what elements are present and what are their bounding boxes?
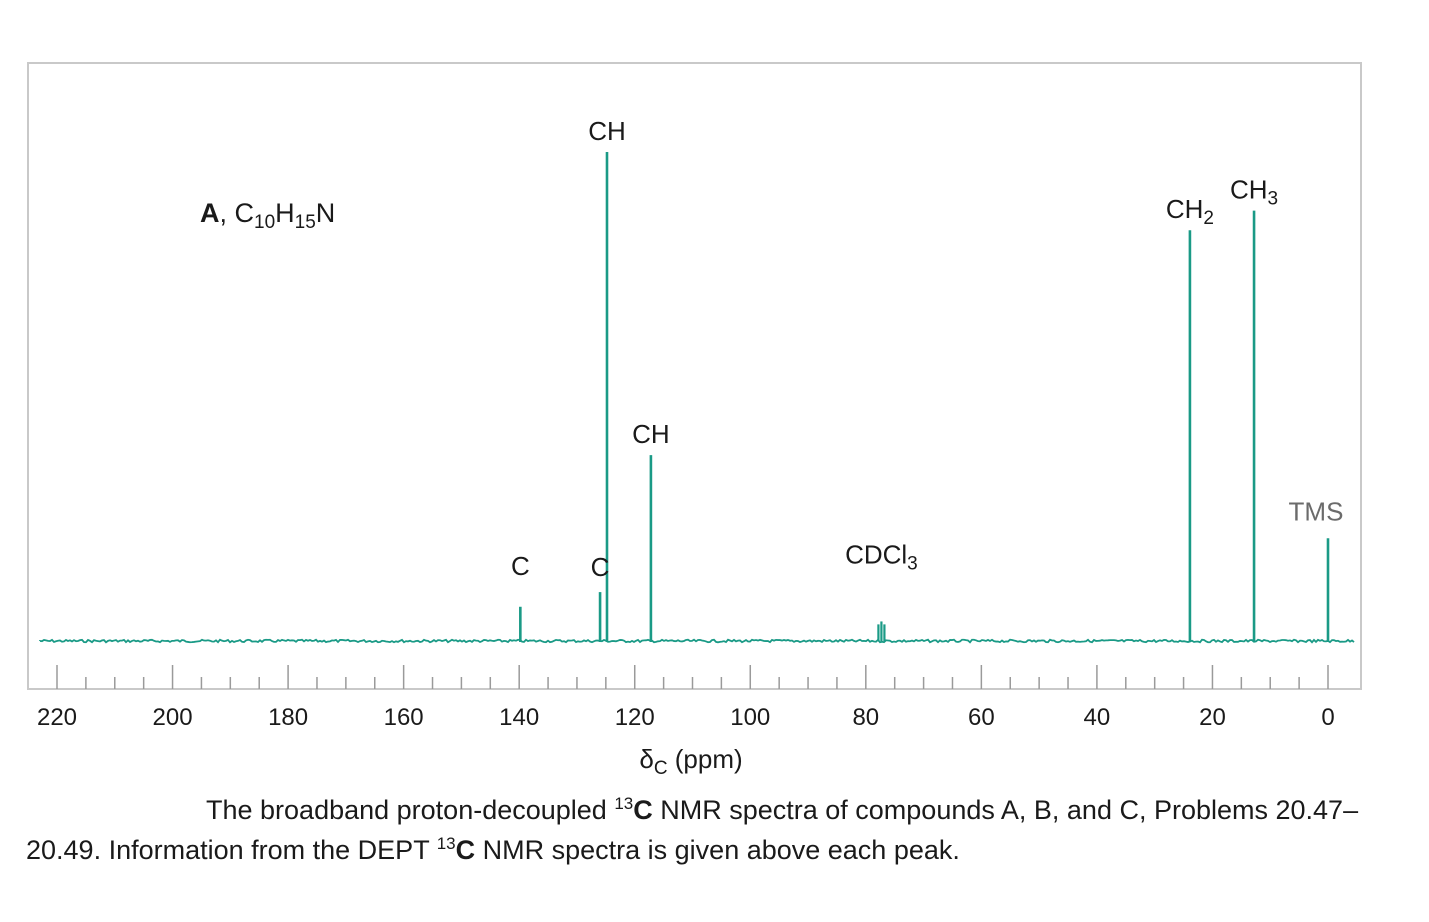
x-axis-ticks xyxy=(56,665,1329,689)
x-tick-label: 200 xyxy=(153,704,193,731)
x-tick-label: 140 xyxy=(499,704,539,731)
peak-label-7: TMS xyxy=(1289,496,1344,526)
figure-caption: The broadband proton-decoupled 13C NMR s… xyxy=(26,790,1371,870)
x-tick-label: 180 xyxy=(268,704,308,731)
peak-labels: C C CH CH CDCl3 CH2 CH3 TMS xyxy=(511,116,1343,582)
x-tick-label: 120 xyxy=(615,704,655,731)
caption-sup-2: 13 xyxy=(436,834,456,853)
x-tick-label: 100 xyxy=(730,704,770,731)
x-tick-label: 160 xyxy=(384,704,424,731)
spectrum-peaks xyxy=(519,152,1330,642)
peak-label-2: CH xyxy=(588,116,626,146)
peak-label-1: C xyxy=(591,552,610,582)
x-axis-tick-labels: 220 200 180 160 140 120 100 80 60 40 20 0 xyxy=(37,704,1335,731)
caption-bold-2: C xyxy=(455,835,476,865)
spectrum-baseline xyxy=(39,638,1355,644)
x-tick-label: 0 xyxy=(1321,704,1334,731)
x-tick-label: 60 xyxy=(968,704,995,731)
peak-label-0: C xyxy=(511,551,530,581)
peak-label-4: CDCl3 xyxy=(845,539,918,574)
x-tick-label: 20 xyxy=(1199,704,1226,731)
peak-label-5: CH2 xyxy=(1166,194,1214,229)
x-tick-label: 40 xyxy=(1084,704,1111,731)
peak-label-6: CH3 xyxy=(1230,175,1278,210)
compound-title: A, C10H15N xyxy=(200,198,335,233)
x-axis-label: δC (ppm) xyxy=(639,744,742,779)
caption-text-2: NMR spectra of compounds A, B, and C, Pr… xyxy=(26,795,1359,865)
caption-text-1: The broadband proton-decoupled xyxy=(206,795,615,825)
peak-label-3: CH xyxy=(632,419,670,449)
plot-frame xyxy=(27,62,1362,690)
x-tick-label: 220 xyxy=(37,704,77,731)
caption-bold-1: C xyxy=(633,795,653,825)
caption-text-3: NMR spectra is given above each peak. xyxy=(475,835,960,865)
caption-sup-1: 13 xyxy=(614,794,634,813)
x-tick-label: 80 xyxy=(852,704,879,731)
